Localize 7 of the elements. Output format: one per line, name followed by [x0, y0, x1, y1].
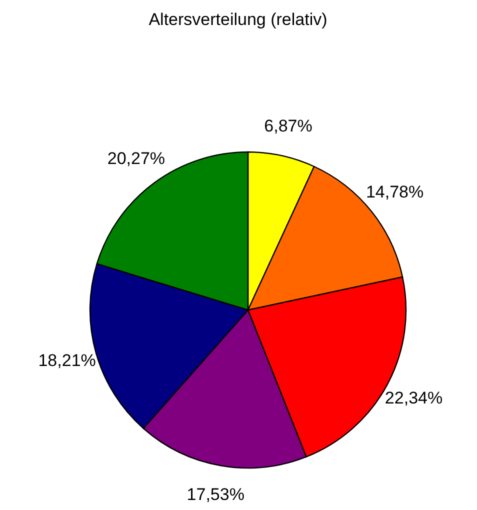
data-label: 18,21% [38, 351, 96, 370]
data-label: 17,53% [186, 485, 244, 504]
data-label: 14,78% [366, 182, 424, 202]
data-label: 22,34% [384, 388, 443, 408]
data-label: 20,27% [107, 148, 166, 168]
data-label: 6,87% [264, 116, 312, 136]
chart-title: Altersverteilung (relativ) [148, 10, 328, 29]
